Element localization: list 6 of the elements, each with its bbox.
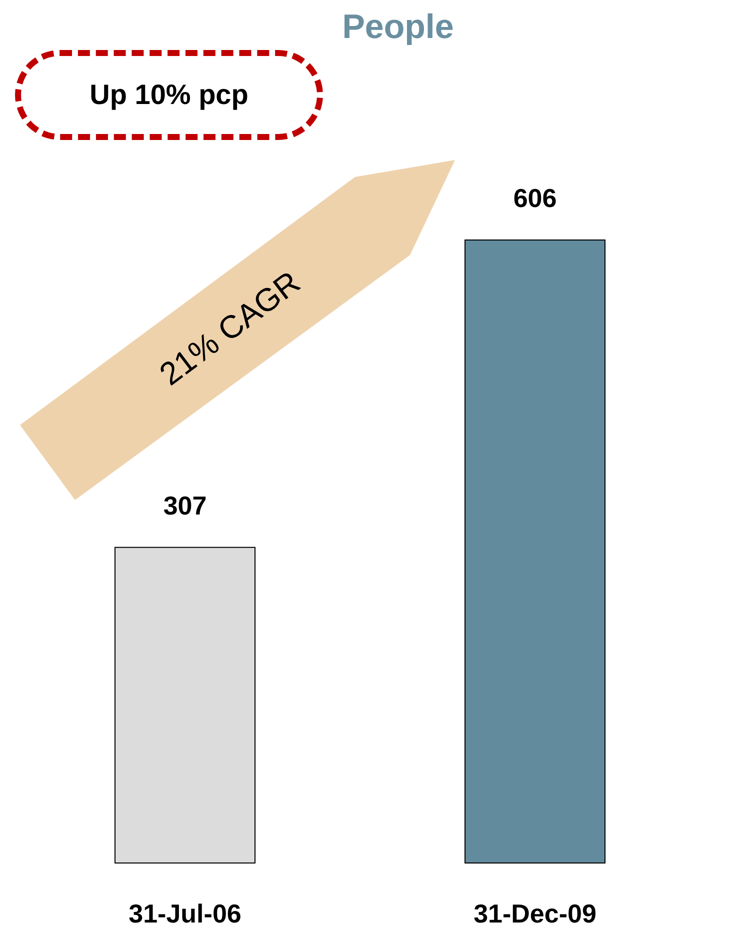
data-label: 606 <box>513 183 557 213</box>
x-tick-label: 31-Dec-09 <box>474 898 596 928</box>
x-tick-label: 31-Jul-06 <box>128 898 242 928</box>
chart-title: People <box>341 8 455 47</box>
data-label: 307 <box>163 490 207 520</box>
text: Up 10% pcp <box>15 50 323 140</box>
